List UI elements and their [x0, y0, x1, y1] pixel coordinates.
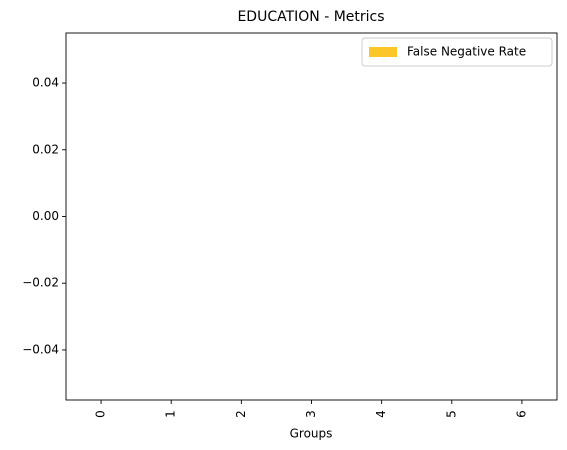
- y-tick-label: 0.02: [32, 142, 59, 156]
- plot-frame: [65, 32, 558, 401]
- x-tick-label: 5: [444, 410, 458, 418]
- chart-title: EDUCATION - Metrics: [237, 9, 384, 25]
- x-tick-label: 3: [304, 410, 318, 418]
- x-tick-label: 6: [514, 410, 528, 418]
- x-tick-label: 0: [94, 410, 108, 418]
- y-tick-label: −0.04: [22, 342, 59, 356]
- y-tick-label: 0.04: [32, 76, 59, 90]
- legend-label: False Negative Rate: [407, 45, 526, 59]
- x-tick-label: 4: [374, 410, 388, 418]
- x-axis-label: Groups: [290, 427, 333, 441]
- y-tick-label: −0.02: [22, 276, 59, 290]
- x-tick-label: 2: [234, 410, 248, 418]
- y-tick-label: 0.00: [32, 209, 59, 223]
- x-tick-label: 1: [164, 410, 178, 418]
- legend-box: [361, 37, 553, 67]
- legend-swatch: [369, 47, 397, 57]
